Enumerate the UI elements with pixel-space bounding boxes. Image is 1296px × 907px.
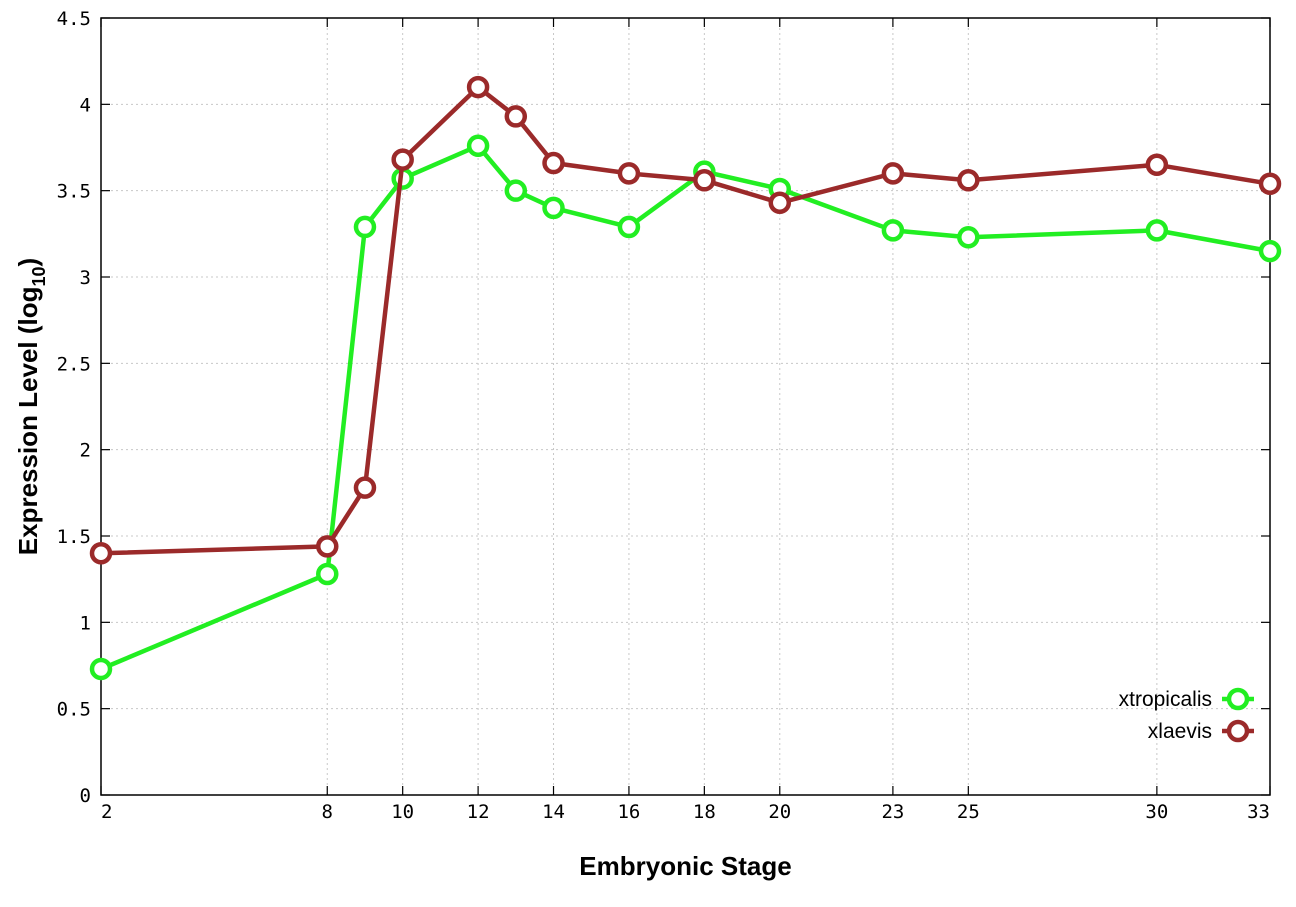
y-tick-labels: 0 0.5 1 1.5 2 2.5 3 3.5 4 4.5 [57,8,91,807]
x-tick-label: 14 [542,801,565,823]
y-tick-label: 1.5 [57,526,91,548]
y-axis-title: Expression Level (log10) [13,258,49,555]
axis-ticks [100,17,1271,796]
legend-label: xtropicalis [1119,688,1212,711]
x-tick-label: 25 [957,801,980,823]
y-tick-label: 4.5 [57,8,91,30]
grid-lines [101,18,1270,795]
legend-swatch-marker [1226,719,1250,743]
x-tick-label: 10 [391,801,414,823]
data-point-xlaevis [466,75,490,99]
data-point-xtropicalis [617,215,641,239]
data-point-xtropicalis [316,562,339,586]
x-tick-label: 2 [101,801,112,823]
data-point-xlaevis [89,542,113,565]
legend-item-xtropicalis: xtropicalis [1119,687,1254,711]
data-point-xtropicalis [89,657,113,681]
y-tick-label: 2.5 [57,353,91,375]
data-point-xlaevis [353,476,377,499]
data-point-xlaevis [391,148,414,171]
data-point-xlaevis [617,162,641,185]
data-point-xlaevis [542,151,565,175]
data-point-xlaevis [1145,153,1169,177]
x-tick-label: 18 [693,801,716,823]
y-axis-title-subscript: 10 [29,266,49,286]
data-point-xlaevis [504,105,528,128]
x-tick-labels: 2 8 10 12 14 16 18 20 23 25 30 33 [101,801,1270,823]
x-tick-label: 8 [322,801,333,823]
data-point-xlaevis [957,169,980,192]
data-point-xtropicalis [466,134,490,158]
x-tick-label: 16 [617,801,640,823]
y-tick-label: 2 [80,440,91,462]
series-group [89,75,1282,681]
data-point-xtropicalis [542,196,565,220]
x-tick-label: 12 [467,801,490,823]
plot-frame [100,17,1271,796]
data-point-xtropicalis [1258,239,1282,263]
legend: xtropicalis xlaevis [1119,687,1254,743]
y-tick-label: 1 [80,612,91,634]
y-tick-label: 0.5 [57,699,91,721]
data-point-xlaevis [693,169,716,192]
x-tick-label: 20 [768,801,791,823]
data-point-xtropicalis [353,215,377,239]
x-axis-title: Embryonic Stage [579,851,791,881]
data-point-xtropicalis [957,226,980,249]
y-tick-label: 0 [80,785,91,807]
data-point-xlaevis [881,162,905,185]
legend-swatch-marker [1226,687,1250,711]
y-axis-title-main: Expression Level (log [13,286,43,555]
data-point-xtropicalis [1145,219,1169,242]
data-point-xlaevis [768,191,792,215]
data-point-xtropicalis [881,219,905,242]
y-tick-label: 3 [80,267,91,289]
data-point-xtropicalis [504,179,528,202]
series-line-xlaevis [100,84,1271,556]
legend-label: xlaevis [1148,720,1212,743]
legend-item-xlaevis: xlaevis [1148,719,1254,743]
data-point-xlaevis [1258,172,1282,196]
y-axis-title-suffix: ) [13,258,43,267]
x-tick-label: 33 [1247,801,1270,823]
x-tick-label: 30 [1145,801,1168,823]
y-tick-label: 4 [80,94,91,116]
x-tick-label: 23 [881,801,904,823]
data-point-xlaevis [316,535,339,558]
y-tick-label: 3.5 [57,181,91,203]
series-line-xtropicalis [100,143,1271,672]
